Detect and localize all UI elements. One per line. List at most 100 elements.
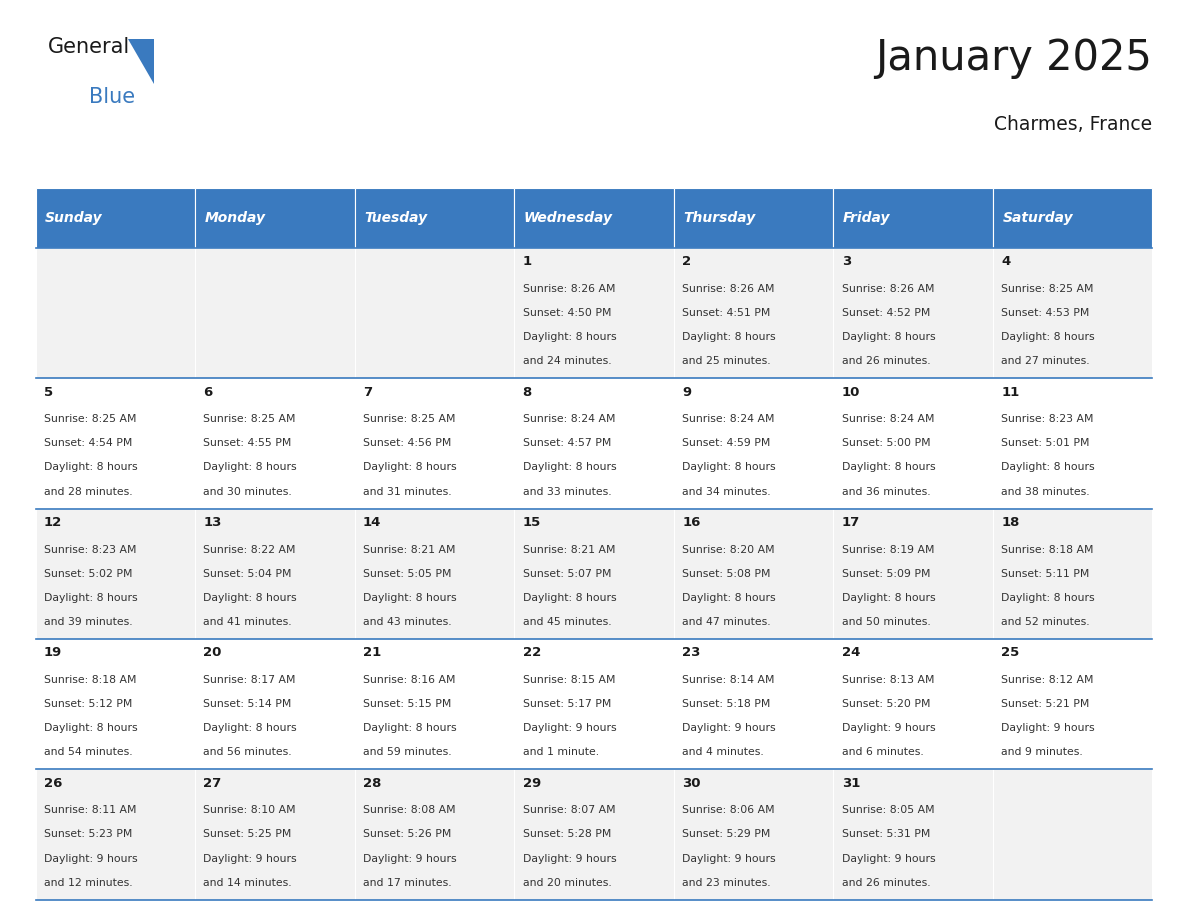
Text: 2: 2 bbox=[682, 255, 691, 268]
Text: Daylight: 8 hours: Daylight: 8 hours bbox=[203, 463, 297, 473]
Text: Sunset: 5:05 PM: Sunset: 5:05 PM bbox=[364, 569, 451, 578]
Text: 14: 14 bbox=[364, 516, 381, 529]
Bar bbox=[993, 188, 1152, 248]
Text: Daylight: 8 hours: Daylight: 8 hours bbox=[682, 463, 776, 473]
Text: Daylight: 8 hours: Daylight: 8 hours bbox=[841, 332, 935, 342]
Text: Friday: Friday bbox=[842, 211, 890, 225]
Text: Sunset: 5:11 PM: Sunset: 5:11 PM bbox=[1001, 569, 1089, 578]
Text: Sunset: 5:26 PM: Sunset: 5:26 PM bbox=[364, 830, 451, 839]
Text: Sunset: 5:15 PM: Sunset: 5:15 PM bbox=[364, 700, 451, 709]
Text: 19: 19 bbox=[44, 646, 62, 659]
Text: Thursday: Thursday bbox=[683, 211, 756, 225]
Text: Sunrise: 8:12 AM: Sunrise: 8:12 AM bbox=[1001, 675, 1094, 685]
Text: Sunrise: 8:24 AM: Sunrise: 8:24 AM bbox=[523, 414, 615, 424]
Bar bbox=[36, 248, 195, 378]
Text: Daylight: 8 hours: Daylight: 8 hours bbox=[682, 593, 776, 603]
Text: and 9 minutes.: and 9 minutes. bbox=[1001, 747, 1083, 757]
Bar bbox=[833, 509, 993, 639]
Bar bbox=[674, 188, 833, 248]
Text: and 43 minutes.: and 43 minutes. bbox=[364, 617, 451, 627]
Text: Daylight: 8 hours: Daylight: 8 hours bbox=[1001, 463, 1095, 473]
Text: Daylight: 9 hours: Daylight: 9 hours bbox=[682, 723, 776, 733]
Text: 26: 26 bbox=[44, 777, 62, 789]
Text: and 36 minutes.: and 36 minutes. bbox=[841, 487, 930, 497]
Bar bbox=[195, 639, 355, 769]
Text: 7: 7 bbox=[364, 386, 372, 398]
Text: Sunset: 4:53 PM: Sunset: 4:53 PM bbox=[1001, 308, 1089, 318]
Text: Saturday: Saturday bbox=[1003, 211, 1073, 225]
Text: and 47 minutes.: and 47 minutes. bbox=[682, 617, 771, 627]
Bar bbox=[833, 248, 993, 378]
Bar bbox=[514, 639, 674, 769]
Text: Sunset: 5:31 PM: Sunset: 5:31 PM bbox=[841, 830, 930, 839]
Text: Sunrise: 8:25 AM: Sunrise: 8:25 AM bbox=[1001, 284, 1094, 294]
Text: Sunset: 5:08 PM: Sunset: 5:08 PM bbox=[682, 569, 771, 578]
Text: Sunset: 5:14 PM: Sunset: 5:14 PM bbox=[203, 700, 292, 709]
Text: Sunset: 5:29 PM: Sunset: 5:29 PM bbox=[682, 830, 771, 839]
Text: Sunset: 5:18 PM: Sunset: 5:18 PM bbox=[682, 700, 771, 709]
Bar bbox=[195, 188, 355, 248]
Bar bbox=[195, 378, 355, 509]
Text: and 59 minutes.: and 59 minutes. bbox=[364, 747, 451, 757]
Text: Daylight: 8 hours: Daylight: 8 hours bbox=[44, 593, 138, 603]
Text: Sunrise: 8:25 AM: Sunrise: 8:25 AM bbox=[364, 414, 455, 424]
Text: Sunrise: 8:15 AM: Sunrise: 8:15 AM bbox=[523, 675, 615, 685]
Text: Sunrise: 8:16 AM: Sunrise: 8:16 AM bbox=[364, 675, 455, 685]
Text: Daylight: 8 hours: Daylight: 8 hours bbox=[364, 723, 456, 733]
Bar bbox=[833, 639, 993, 769]
Text: January 2025: January 2025 bbox=[876, 37, 1152, 79]
Text: Daylight: 8 hours: Daylight: 8 hours bbox=[523, 332, 617, 342]
Text: 21: 21 bbox=[364, 646, 381, 659]
Text: Sunset: 5:12 PM: Sunset: 5:12 PM bbox=[44, 700, 132, 709]
Bar bbox=[355, 188, 514, 248]
Text: 28: 28 bbox=[364, 777, 381, 789]
Text: and 52 minutes.: and 52 minutes. bbox=[1001, 617, 1089, 627]
Text: Sunrise: 8:26 AM: Sunrise: 8:26 AM bbox=[841, 284, 934, 294]
Text: 6: 6 bbox=[203, 386, 213, 398]
Text: and 1 minute.: and 1 minute. bbox=[523, 747, 599, 757]
Text: 31: 31 bbox=[841, 777, 860, 789]
Text: Sunset: 4:51 PM: Sunset: 4:51 PM bbox=[682, 308, 771, 318]
Bar bbox=[993, 509, 1152, 639]
Bar bbox=[674, 248, 833, 378]
Text: 30: 30 bbox=[682, 777, 701, 789]
Text: Wednesday: Wednesday bbox=[524, 211, 613, 225]
Bar bbox=[833, 378, 993, 509]
Text: General: General bbox=[48, 37, 129, 57]
Text: Charmes, France: Charmes, France bbox=[994, 115, 1152, 134]
Text: Sunrise: 8:13 AM: Sunrise: 8:13 AM bbox=[841, 675, 934, 685]
Text: Daylight: 9 hours: Daylight: 9 hours bbox=[44, 854, 138, 864]
Text: 17: 17 bbox=[841, 516, 860, 529]
Text: Daylight: 8 hours: Daylight: 8 hours bbox=[523, 463, 617, 473]
Text: and 39 minutes.: and 39 minutes. bbox=[44, 617, 133, 627]
Text: and 4 minutes.: and 4 minutes. bbox=[682, 747, 764, 757]
Text: Daylight: 9 hours: Daylight: 9 hours bbox=[841, 854, 935, 864]
Text: Monday: Monday bbox=[204, 211, 266, 225]
Text: 24: 24 bbox=[841, 646, 860, 659]
Text: Sunset: 5:28 PM: Sunset: 5:28 PM bbox=[523, 830, 611, 839]
Text: 27: 27 bbox=[203, 777, 222, 789]
Text: and 56 minutes.: and 56 minutes. bbox=[203, 747, 292, 757]
Text: Sunrise: 8:11 AM: Sunrise: 8:11 AM bbox=[44, 805, 137, 815]
Text: 10: 10 bbox=[841, 386, 860, 398]
Bar bbox=[833, 769, 993, 900]
Bar bbox=[355, 248, 514, 378]
Text: and 6 minutes.: and 6 minutes. bbox=[841, 747, 923, 757]
Text: and 41 minutes.: and 41 minutes. bbox=[203, 617, 292, 627]
Bar bbox=[514, 248, 674, 378]
Text: Sunrise: 8:14 AM: Sunrise: 8:14 AM bbox=[682, 675, 775, 685]
Text: Daylight: 8 hours: Daylight: 8 hours bbox=[44, 723, 138, 733]
Bar bbox=[355, 639, 514, 769]
Text: Sunrise: 8:19 AM: Sunrise: 8:19 AM bbox=[841, 544, 934, 554]
Text: Sunrise: 8:21 AM: Sunrise: 8:21 AM bbox=[364, 544, 455, 554]
Bar bbox=[674, 769, 833, 900]
Text: Daylight: 9 hours: Daylight: 9 hours bbox=[523, 723, 617, 733]
Text: Sunset: 4:56 PM: Sunset: 4:56 PM bbox=[364, 439, 451, 448]
Text: Daylight: 8 hours: Daylight: 8 hours bbox=[682, 332, 776, 342]
Text: and 33 minutes.: and 33 minutes. bbox=[523, 487, 611, 497]
Text: Daylight: 8 hours: Daylight: 8 hours bbox=[1001, 332, 1095, 342]
Bar bbox=[993, 378, 1152, 509]
Text: Daylight: 9 hours: Daylight: 9 hours bbox=[364, 854, 456, 864]
Text: Sunset: 5:00 PM: Sunset: 5:00 PM bbox=[841, 439, 930, 448]
Bar bbox=[355, 378, 514, 509]
